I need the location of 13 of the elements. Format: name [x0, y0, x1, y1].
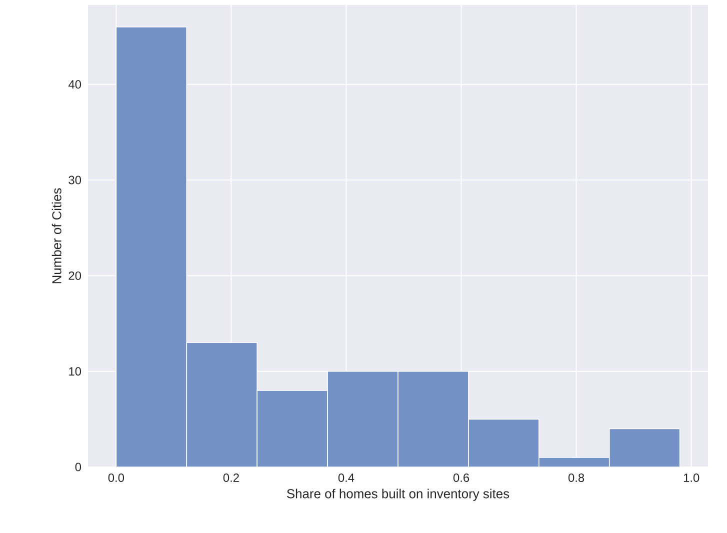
x-tick-label: 0.2 — [223, 474, 239, 482]
x-tick-label: 0.0 — [108, 474, 124, 482]
x-axis-title: Share of homes built on inventory sites — [287, 488, 510, 501]
x-tick-label: 0.8 — [568, 474, 584, 482]
y-tick-label: 40 — [68, 80, 82, 89]
y-tick-label: 30 — [68, 176, 82, 184]
x-tick-label: 0.4 — [338, 474, 354, 482]
x-tick-label: 1.0 — [684, 474, 700, 482]
y-axis-title: Number of Cities — [52, 188, 62, 284]
y-tick-label: 20 — [68, 271, 82, 280]
y-tick-label: 10 — [69, 367, 82, 376]
x-tick-label: 0.6 — [453, 474, 470, 482]
y-tick-label: 0 — [75, 462, 82, 472]
